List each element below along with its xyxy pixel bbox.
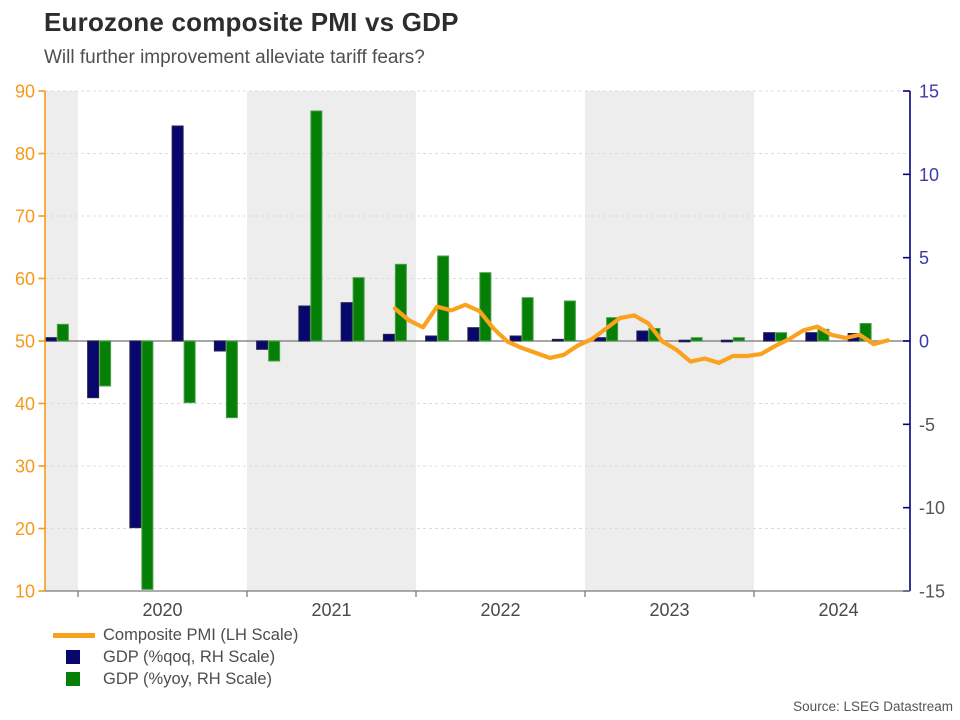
left-axis: 90 80 70 60 50 40 30 20 10 — [15, 82, 46, 602]
x-axis-year-label: 2022 — [480, 600, 520, 620]
legend-item-gdp-yoy: GDP (%yoy, RH Scale) — [51, 668, 298, 690]
gdp-qoq-bars — [44, 125, 860, 529]
gdp-bar — [44, 337, 57, 342]
chart-subtitle: Will further improvement alleviate tarif… — [44, 47, 425, 68]
left-axis-label: 80 — [15, 144, 35, 164]
left-axis-label: 20 — [15, 519, 35, 539]
right-axis-label: 15 — [919, 82, 939, 102]
x-axis: 2020 2021 2022 2023 2024 — [45, 590, 910, 620]
gdp-bar — [171, 125, 184, 342]
gdp-yoy-swatch-icon — [66, 672, 80, 686]
gdp-bar — [551, 338, 564, 342]
gdp-bar — [521, 297, 534, 342]
gridlines — [45, 90, 910, 529]
right-axis-label: 5 — [919, 248, 929, 268]
left-axis-label: 50 — [15, 332, 35, 352]
gdp-bar — [56, 323, 69, 342]
legend-label: GDP (%qoq, RH Scale) — [103, 647, 276, 666]
gdp-bar — [636, 330, 649, 342]
gdp-bar — [99, 340, 112, 387]
pmi-line — [392, 302, 890, 365]
x-axis-year-label: 2024 — [818, 600, 858, 620]
source-credit: Source: LSEG Datastream — [793, 699, 953, 714]
gdp-bar — [425, 335, 438, 342]
left-axis-label: 60 — [15, 269, 35, 289]
right-axis-label: 10 — [919, 165, 939, 185]
chart-title: Eurozone composite PMI vs GDP — [44, 7, 459, 37]
gdp-bar — [298, 305, 311, 342]
right-axis-label: -10 — [919, 498, 945, 518]
left-axis-label: 40 — [15, 394, 35, 414]
x-axis-year-label: 2021 — [311, 600, 351, 620]
left-axis-label: 70 — [15, 207, 35, 227]
gdp-bar — [310, 110, 323, 342]
x-axis-year-label: 2023 — [649, 600, 689, 620]
gdp-bar — [87, 340, 100, 399]
gdp-bar — [437, 255, 450, 342]
gdp-bar — [720, 339, 733, 343]
gdp-bar — [129, 340, 142, 529]
gdp-bar — [225, 340, 238, 419]
legend-label: Composite PMI (LH Scale) — [103, 625, 299, 644]
gdp-qoq-swatch-icon — [66, 650, 80, 664]
right-axis-label: 0 — [919, 332, 929, 352]
legend-label: GDP (%yoy, RH Scale) — [103, 669, 273, 688]
gdp-bar — [690, 337, 703, 342]
legend-item-gdp-qoq: GDP (%qoq, RH Scale) — [51, 646, 298, 668]
gdp-bar — [340, 302, 353, 342]
gdp-bar — [213, 340, 226, 352]
pmi-line-swatch-icon — [53, 632, 95, 638]
gdp-bar — [183, 340, 196, 404]
gdp-bar — [394, 263, 407, 342]
gdp-bar — [678, 339, 691, 343]
gdp-bar — [382, 333, 395, 342]
chart-legend: Composite PMI (LH Scale) GDP (%qoq, RH S… — [51, 624, 298, 690]
gdp-bar — [256, 340, 269, 350]
right-axis-label: -15 — [919, 582, 945, 602]
left-axis-label: 30 — [15, 457, 35, 477]
right-axis-label: -5 — [919, 415, 935, 435]
x-axis-year-label: 2020 — [142, 600, 182, 620]
left-axis-label: 10 — [15, 582, 35, 602]
gdp-bar — [563, 300, 576, 342]
gdp-bar — [763, 332, 776, 342]
legend-item-composite-pmi: Composite PMI (LH Scale) — [51, 624, 298, 646]
gdp-bar — [268, 340, 281, 362]
gdp-bar — [467, 327, 480, 342]
gdp-bar — [141, 340, 154, 590]
gdp-bar — [479, 272, 492, 342]
gdp-bar — [509, 335, 522, 342]
gdp-yoy-bars — [56, 110, 872, 590]
gdp-bar — [732, 337, 745, 342]
gdp-bar — [805, 332, 818, 342]
gdp-bar — [352, 277, 365, 342]
left-axis-label: 90 — [15, 82, 35, 102]
right-axis: 15 10 5 0 -5 -10 -15 — [903, 82, 945, 602]
